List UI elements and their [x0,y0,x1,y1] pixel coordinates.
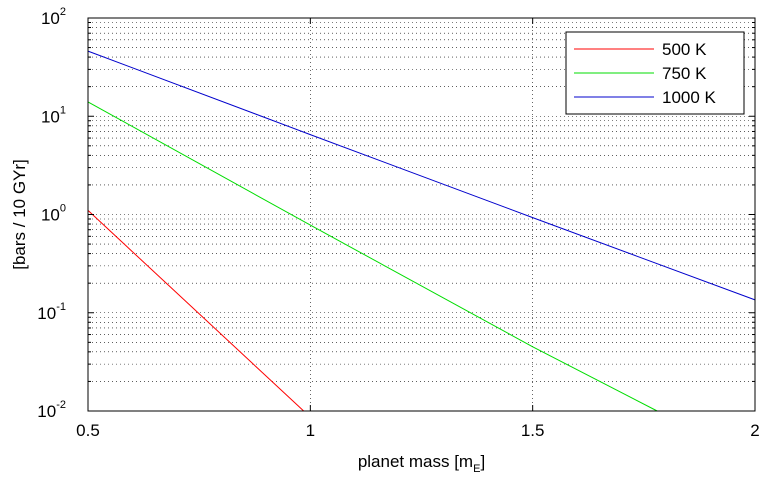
y-tick-label: 100 [41,203,66,225]
x-tick-label: 0.5 [76,421,100,440]
series-line-750-k [87,101,658,412]
legend: 500 K 750 K 1000 K [565,31,745,115]
x-tick-label: 1.5 [521,421,545,440]
x-axis-title-close: ] [480,452,485,471]
x-tick-label: 2 [750,421,759,440]
y-axis-title: [bars / 10 GYr] [10,159,29,270]
y-tick-label: 101 [41,104,66,126]
x-axis-title-main: planet mass [m [358,452,473,471]
y-tick-label: 102 [41,6,66,28]
legend-label: 750 K [662,64,707,83]
x-axis-title: planet mass [mE] [358,452,485,475]
y-tick-label: 10-2 [37,399,66,421]
y-tick-label: 10-1 [37,301,66,323]
series-line-1000-k [87,50,756,301]
x-axis-title-sub: E [473,463,480,475]
tick-labels: 0.5 1 1.5 2 10-2 10-1 100 101 102 [37,6,759,440]
grid [88,18,755,411]
x-tick-label: 1 [306,421,315,440]
series-line-500-k [87,210,305,412]
ticks [87,18,756,412]
legend-label: 1000 K [662,88,717,107]
legend-label: 500 K [662,40,707,59]
series-layer [87,50,756,412]
